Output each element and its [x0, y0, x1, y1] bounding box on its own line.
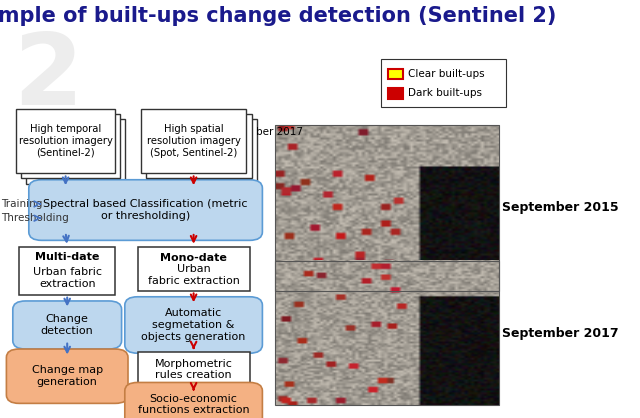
- FancyBboxPatch shape: [388, 88, 403, 99]
- Text: Automatic
segmetation &
objects generation: Automatic segmetation & objects generati…: [141, 308, 246, 342]
- Text: Clear built-ups: Clear built-ups: [408, 69, 484, 79]
- FancyBboxPatch shape: [146, 114, 252, 178]
- FancyBboxPatch shape: [6, 349, 128, 403]
- Text: Urban
fabric extraction: Urban fabric extraction: [148, 264, 239, 285]
- Text: Mono-date: Mono-date: [160, 253, 227, 263]
- FancyBboxPatch shape: [388, 69, 403, 79]
- FancyBboxPatch shape: [19, 247, 115, 295]
- Text: Dark built-ups: Dark built-ups: [408, 88, 482, 98]
- Text: Example of built-ups change detection (Sentinel 2): Example of built-ups change detection (S…: [0, 6, 556, 26]
- FancyBboxPatch shape: [29, 180, 262, 240]
- FancyBboxPatch shape: [138, 352, 250, 387]
- Text: September 2015: September 2015: [502, 201, 619, 214]
- Text: Multi-date: Multi-date: [35, 252, 99, 262]
- FancyBboxPatch shape: [151, 119, 257, 184]
- FancyBboxPatch shape: [381, 59, 506, 107]
- FancyBboxPatch shape: [26, 119, 125, 184]
- FancyBboxPatch shape: [16, 109, 115, 173]
- Text: Change
detection: Change detection: [41, 314, 93, 336]
- FancyBboxPatch shape: [13, 301, 122, 349]
- Text: Thresholding: Thresholding: [1, 213, 68, 223]
- Text: Morphometric
rules creation: Morphometric rules creation: [155, 359, 232, 380]
- Text: Socio-economic
functions extraction: Socio-economic functions extraction: [138, 394, 250, 415]
- FancyBboxPatch shape: [125, 382, 262, 418]
- FancyBboxPatch shape: [138, 247, 250, 291]
- Text: High temporal
resolution imagery
(Sentinel-2): High temporal resolution imagery (Sentin…: [19, 125, 113, 158]
- Text: 2: 2: [13, 29, 83, 126]
- Text: Urban fabric
extraction: Urban fabric extraction: [33, 268, 102, 289]
- Text: Training: Training: [1, 199, 42, 209]
- Text: September 2017: September 2017: [502, 327, 619, 340]
- FancyBboxPatch shape: [125, 297, 262, 353]
- Text: High spatial
resolution imagery
(Spot, Sentinel-2): High spatial resolution imagery (Spot, S…: [147, 125, 241, 158]
- FancyBboxPatch shape: [21, 114, 120, 178]
- Text: Change map
generation: Change map generation: [31, 365, 103, 387]
- FancyBboxPatch shape: [141, 109, 246, 173]
- Text: ber 2017: ber 2017: [256, 127, 303, 137]
- Text: Spectral based Classification (metric
or thresholding): Spectral based Classification (metric or…: [44, 199, 248, 221]
